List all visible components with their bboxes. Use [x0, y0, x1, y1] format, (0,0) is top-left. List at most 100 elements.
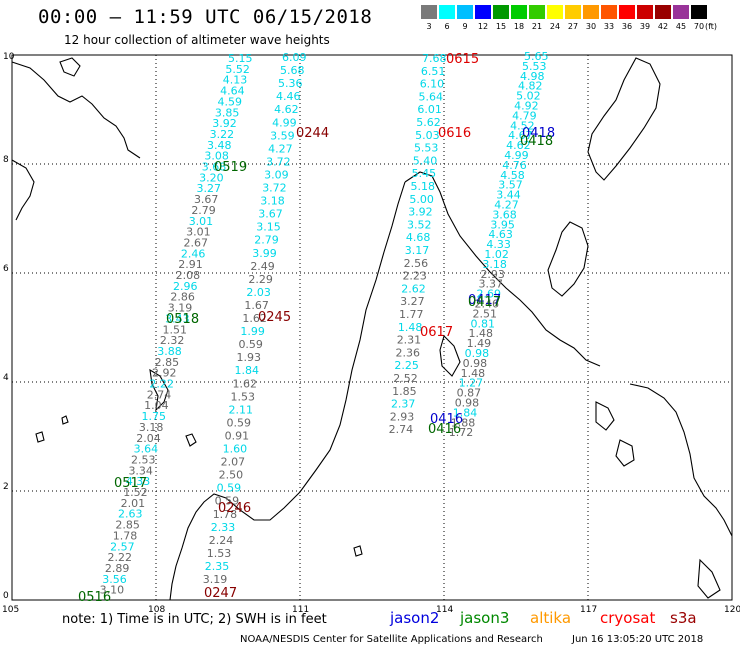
wave-height-value: 3.37 — [478, 278, 503, 291]
pass-time-label: 0417 — [468, 293, 501, 308]
colorbar-label: 27 — [567, 22, 579, 31]
wave-height-value: 6.10 — [420, 78, 445, 91]
wave-height-value: 0.59 — [227, 416, 252, 429]
wave-height-value: 3.18 — [260, 195, 285, 208]
wave-height-value: 5.40 — [413, 154, 438, 167]
wave-height-value: 3.72 — [262, 182, 287, 195]
wave-height-value: 2.62 — [401, 282, 426, 295]
wave-height-value: 3.20 — [199, 171, 224, 184]
wave-height-value: 4.59 — [218, 95, 243, 108]
colorbar-label: 39 — [639, 22, 651, 31]
wave-height-value: 3.18 — [482, 258, 507, 271]
wave-height-value: 1.04 — [144, 399, 169, 412]
y-tick-label: 2 — [3, 482, 9, 492]
x-tick-label: 114 — [436, 605, 453, 615]
satellite-cryosat: cryosat — [600, 609, 656, 627]
wave-height-value: 2.96 — [173, 280, 198, 293]
satellite-s3a: s3a — [670, 609, 697, 627]
wave-height-value: 1.84 — [453, 406, 478, 419]
wave-height-value: 4.82 — [518, 80, 543, 93]
coastline-malay-north — [149, 368, 169, 412]
wave-height-value: 5.02 — [516, 90, 541, 103]
wave-height-value: 1.48 — [398, 321, 423, 334]
wave-height-value: 3.01 — [189, 215, 214, 228]
pass-time-label: 0615 — [446, 52, 479, 67]
footer-credit: NOAA/NESDIS Center for Satellite Applica… — [240, 634, 543, 645]
wave-height-value: 4.79 — [512, 109, 537, 122]
wave-height-value: 2.37 — [391, 398, 416, 411]
x-tick-label: 120 — [724, 605, 740, 615]
wave-height-value: 2.35 — [205, 560, 230, 573]
colorbar-swatch — [565, 5, 581, 19]
wave-height-value: 3.08 — [204, 150, 229, 163]
y-tick-label: 8 — [3, 155, 9, 165]
colorbar-label: 9 — [462, 22, 468, 31]
coastline-east-island — [439, 334, 461, 377]
wave-height-value: 0.98 — [465, 347, 490, 360]
wave-height-value: 5.62 — [416, 116, 441, 129]
pass-time-label: 0519 — [214, 160, 247, 175]
footer-note: note: 1) Time is in UTC; 2) SWH is in fe… — [62, 612, 327, 627]
colorbar-label: 42 — [657, 22, 669, 31]
pass-time-label: 0245 — [258, 310, 291, 325]
wave-height-value: 2.79 — [191, 204, 216, 217]
colorbar-swatch — [457, 5, 473, 19]
wave-height-value: 2.89 — [105, 562, 130, 575]
colorbar-label: 24 — [549, 22, 561, 31]
wave-height-value: 3.67 — [194, 193, 219, 206]
wave-height-value: 3.09 — [264, 168, 289, 181]
wave-height-value: 2.07 — [221, 456, 246, 469]
colorbar-label: 36 — [621, 22, 633, 31]
wave-height-value: 1.75 — [142, 410, 167, 423]
wave-height-value: 1.53 — [231, 390, 256, 403]
wave-height-value: 1.49 — [467, 337, 492, 350]
wave-height-value: 0.91 — [225, 429, 250, 442]
colorbar-swatch — [529, 5, 545, 19]
wave-height-value: 2.08 — [176, 269, 201, 282]
wave-height-value: 4.46 — [276, 90, 301, 103]
wave-height-value: 1.62 — [233, 377, 258, 390]
wave-height-value: 2.56 — [404, 257, 429, 270]
colorbar-swatch — [655, 5, 671, 19]
wave-height-value: 2.67 — [183, 236, 208, 249]
wave-height-value: 2.11 — [229, 403, 254, 416]
wave-height-value: 2.32 — [160, 334, 185, 347]
wave-height-value: 2.49 — [250, 260, 275, 273]
wave-height-value: 3.92 — [212, 117, 237, 130]
wave-height-value: 2.53 — [131, 453, 156, 466]
colorbar-label: 21 — [531, 22, 543, 31]
wave-height-value: 2.29 — [248, 273, 273, 286]
colorbar-unit: (ft) — [705, 22, 718, 31]
wave-height-value: 1.02 — [484, 248, 509, 261]
colorbar-swatch — [547, 5, 563, 19]
wave-height-value: 3.19 — [203, 573, 228, 586]
wave-height-value: 4.76 — [502, 159, 526, 172]
wave-height-value: 2.93 — [480, 268, 505, 281]
wave-height-value: 2.22 — [149, 378, 174, 391]
y-tick-label: 4 — [3, 373, 9, 383]
colorbar-label: 70 — [693, 22, 705, 31]
wave-height-value: 2.04 — [136, 432, 161, 445]
wave-height-value: 2.25 — [394, 359, 419, 372]
coastline-northwest — [11, 61, 141, 159]
colorbar-swatch — [601, 5, 617, 19]
wave-height-value: 3.56 — [102, 573, 127, 586]
wave-height-value: 2.92 — [152, 367, 177, 380]
map-title: 00:00 – 11:59 UTC 06/15/2018 — [38, 6, 373, 28]
wave-height-value: 3.27 — [400, 295, 425, 308]
wave-height-value: 3.67 — [258, 208, 283, 221]
wave-height-value: 2.22 — [107, 551, 132, 564]
wave-height-value: 2.03 — [246, 286, 270, 299]
wave-height-value: 4.33 — [126, 475, 151, 488]
coastline-islet-1 — [35, 431, 45, 443]
pass-time-label: 0247 — [204, 586, 237, 601]
wave-height-value: 1.60 — [223, 443, 248, 456]
wave-height-value: 2.52 — [393, 372, 418, 385]
wave-height-value: 2.50 — [219, 469, 244, 482]
wave-height-value: 5.53 — [522, 60, 547, 73]
wave-height-value: 3.18 — [139, 421, 164, 434]
wave-height-value: 2.69 — [476, 288, 501, 301]
y-tick-label: 6 — [3, 264, 9, 274]
map-subtitle: 12 hour collection of altimeter wave hei… — [64, 33, 330, 47]
pass-time-label: 0416 — [430, 412, 463, 427]
